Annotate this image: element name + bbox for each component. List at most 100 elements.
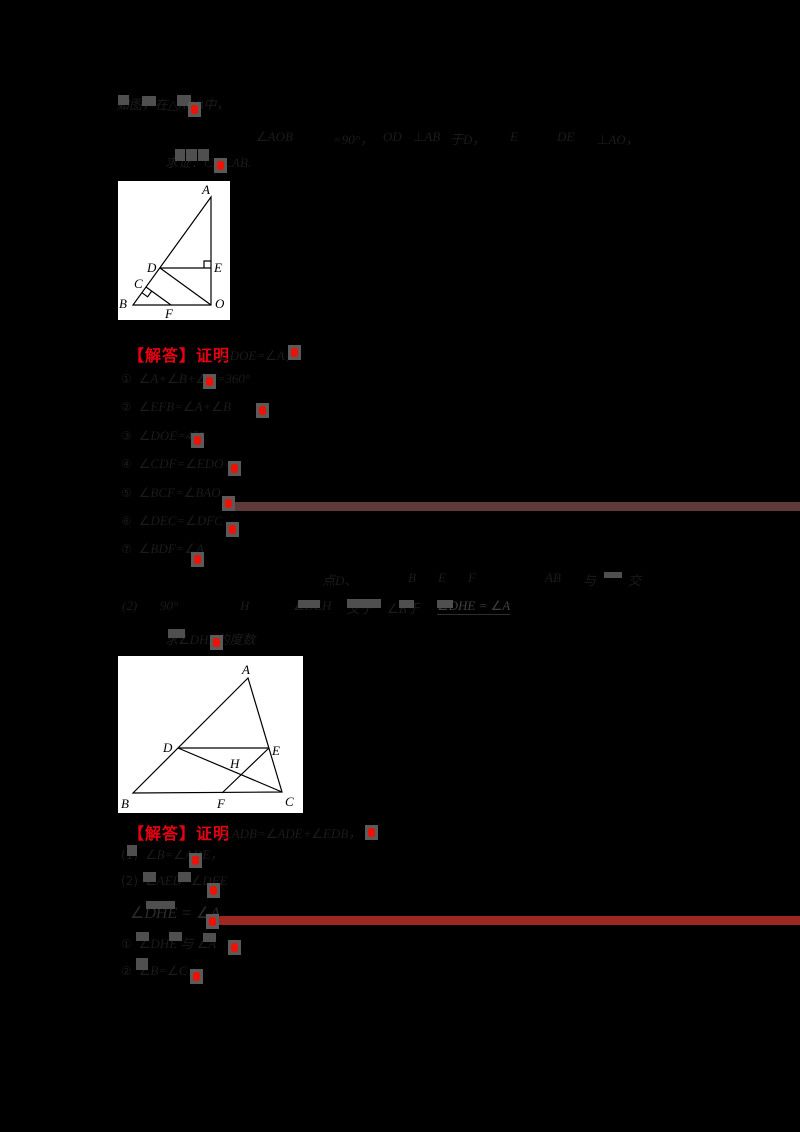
item-number: ① — [121, 372, 132, 386]
vertex-label-B: B — [119, 296, 127, 311]
row-text: ∠B=∠C， — [138, 963, 201, 978]
solution-row-4: ① ∠DHE 与 ∠A — [121, 933, 217, 951]
red-period-dot — [209, 917, 216, 926]
text-run: E — [438, 570, 446, 585]
vertex-label-F: F — [216, 796, 226, 811]
solution-row-3: ∠DHE = ∠A — [130, 903, 221, 922]
vertex-label-A: A — [241, 662, 250, 677]
vertex-label-O: O — [215, 296, 225, 311]
deduction-item-6: ⑥ ∠DEC=∠DFC — [121, 513, 223, 529]
item-text: ∠DOE=45° — [138, 428, 205, 443]
red-period-dot — [193, 972, 200, 981]
geometry-figure-2: A B C D E F H — [118, 656, 303, 813]
text-run: F — [468, 570, 476, 585]
answer-label-1-tail: ∠DOE=∠A， — [218, 348, 298, 363]
highlight-box — [399, 600, 414, 608]
highlight-box — [143, 872, 156, 882]
red-period-dot — [225, 499, 232, 508]
item-text: ∠BCF=∠BAO — [138, 485, 221, 500]
highlight-box — [437, 600, 453, 608]
red-period-dot — [231, 943, 238, 952]
deduction-item-2: ② ∠EFB=∠A+∠B — [121, 399, 231, 415]
highlight-box — [161, 901, 175, 909]
vertex-label-D: D — [146, 260, 157, 275]
vertex-label-C: C — [134, 276, 143, 291]
item-text: ∠EFB=∠A+∠B — [138, 399, 231, 414]
red-period-dot — [291, 348, 298, 357]
vertex-label-C: C — [285, 794, 294, 809]
red-period-dot — [206, 377, 213, 386]
text-run: H — [240, 598, 250, 613]
item-number: ⑥ — [121, 514, 132, 528]
text-run: OD — [383, 129, 402, 144]
highlight-box — [178, 872, 191, 882]
text-run: 交 — [628, 573, 642, 588]
deduction-item-1: ① ∠A+∠B+∠O=360° — [121, 371, 250, 387]
problem2-line-1: 点D、 B E F AB 与 交 — [0, 570, 800, 588]
item-number: ③ — [121, 429, 132, 443]
item-number: ② — [121, 400, 132, 414]
answer-label-1: 【解答】证明 — [128, 346, 231, 365]
item-text: ∠A+∠B+∠O=360° — [138, 371, 251, 386]
row-number: (2) — [121, 874, 138, 888]
item-text: ∠BDF=∠A — [138, 541, 205, 556]
highlight-box — [198, 149, 209, 161]
vertex-label-E: E — [213, 260, 222, 275]
answer-label-2-tail: ∠ADB=∠ADE+∠EDB， — [220, 826, 362, 841]
highlight-box — [177, 95, 191, 106]
row-number: ① — [121, 937, 132, 951]
highlight-box — [127, 845, 137, 856]
highlight-box — [168, 629, 185, 638]
text-run: (2) — [122, 598, 138, 613]
red-period-dot — [229, 525, 236, 534]
red-period-dot — [191, 105, 198, 114]
item-number: ⑦ — [121, 542, 132, 556]
red-period-dot — [192, 856, 199, 865]
text-run: 于D， — [450, 132, 486, 147]
row-text: ∠DHE 与 ∠A — [138, 936, 217, 951]
highlight-box — [136, 958, 148, 970]
red-period-dot — [231, 464, 238, 473]
red-period-dot — [210, 886, 217, 895]
problem-line-2: ∠AOB =90°， OD ⊥AB 于D， E DE ⊥AO， — [0, 129, 800, 147]
highlight-box — [175, 149, 185, 161]
answer-label-2: 【解答】证明 — [128, 824, 231, 843]
vertex-label-F: F — [164, 306, 174, 320]
text-run: B — [408, 570, 416, 585]
red-strike-bar-1 — [235, 502, 800, 511]
text-run: ⊥AB — [413, 129, 441, 144]
red-strike-bar-2 — [218, 916, 800, 925]
geometry-figure-1: A B C D E F O — [118, 181, 230, 321]
vertex-label-B: B — [121, 796, 129, 811]
text-run: 点D、 — [322, 573, 358, 588]
highlight-box — [169, 932, 182, 941]
highlight-box — [118, 95, 129, 105]
triangle-ABO-diagram: A B C D E F O — [119, 182, 225, 321]
highlight-box — [142, 96, 156, 106]
deduction-item-5: ⑤ ∠BCF=∠BAO — [121, 485, 221, 501]
highlight-box — [146, 901, 161, 909]
text-run: 90° — [160, 598, 179, 613]
vertex-label-H: H — [229, 756, 240, 771]
row-number: ② — [121, 964, 132, 978]
text-run: ∠AOB — [256, 129, 293, 144]
highlight-box — [347, 599, 381, 608]
text-run: E — [510, 129, 518, 144]
text-run: =90°， — [333, 132, 373, 147]
item-text: ∠DEC=∠DFC — [138, 513, 223, 528]
highlight-box — [203, 933, 216, 942]
right-angle-mark-E — [203, 260, 211, 268]
item-number: ⑤ — [121, 486, 132, 500]
deduction-item-4: ④ ∠CDF=∠EDO — [121, 456, 224, 472]
text-run: ⊥AO， — [597, 132, 639, 147]
row-text: ∠DHE = ∠A — [130, 905, 221, 922]
text-run: AB — [545, 570, 561, 585]
red-period-dot — [194, 436, 201, 445]
vertex-label-A: A — [201, 182, 210, 197]
red-period-dot — [368, 828, 375, 837]
conclusion-angle-equation: ∠DHE = ∠A — [437, 598, 511, 615]
deduction-item-3: ③ ∠DOE=45° — [121, 428, 204, 444]
solution-row-5: ② ∠B=∠C， — [121, 960, 201, 978]
red-period-dot — [259, 406, 266, 415]
text-run: DE — [557, 129, 575, 144]
